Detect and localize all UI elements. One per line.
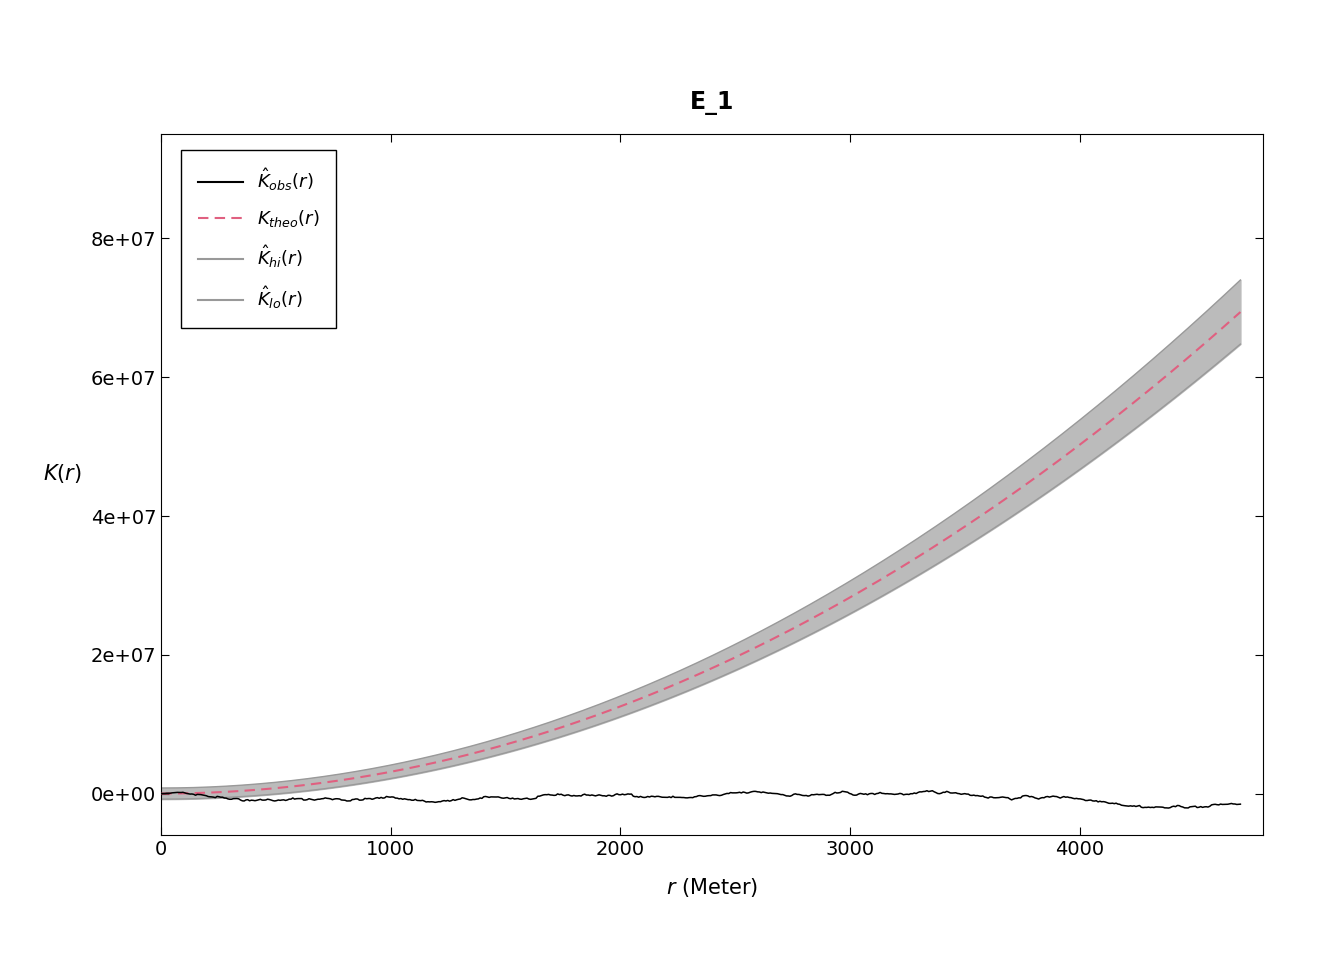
X-axis label: $r$ (Meter): $r$ (Meter) — [667, 876, 758, 899]
Legend: $\hat{K}_{obs}(r)$, $K_{theo}(r)$, $\hat{K}_{hi}(r)$, $\hat{K}_{lo}(r)$: $\hat{K}_{obs}(r)$, $K_{theo}(r)$, $\hat… — [181, 151, 336, 327]
Y-axis label: $K(r)$: $K(r)$ — [43, 462, 82, 485]
Title: E_1: E_1 — [689, 91, 735, 115]
